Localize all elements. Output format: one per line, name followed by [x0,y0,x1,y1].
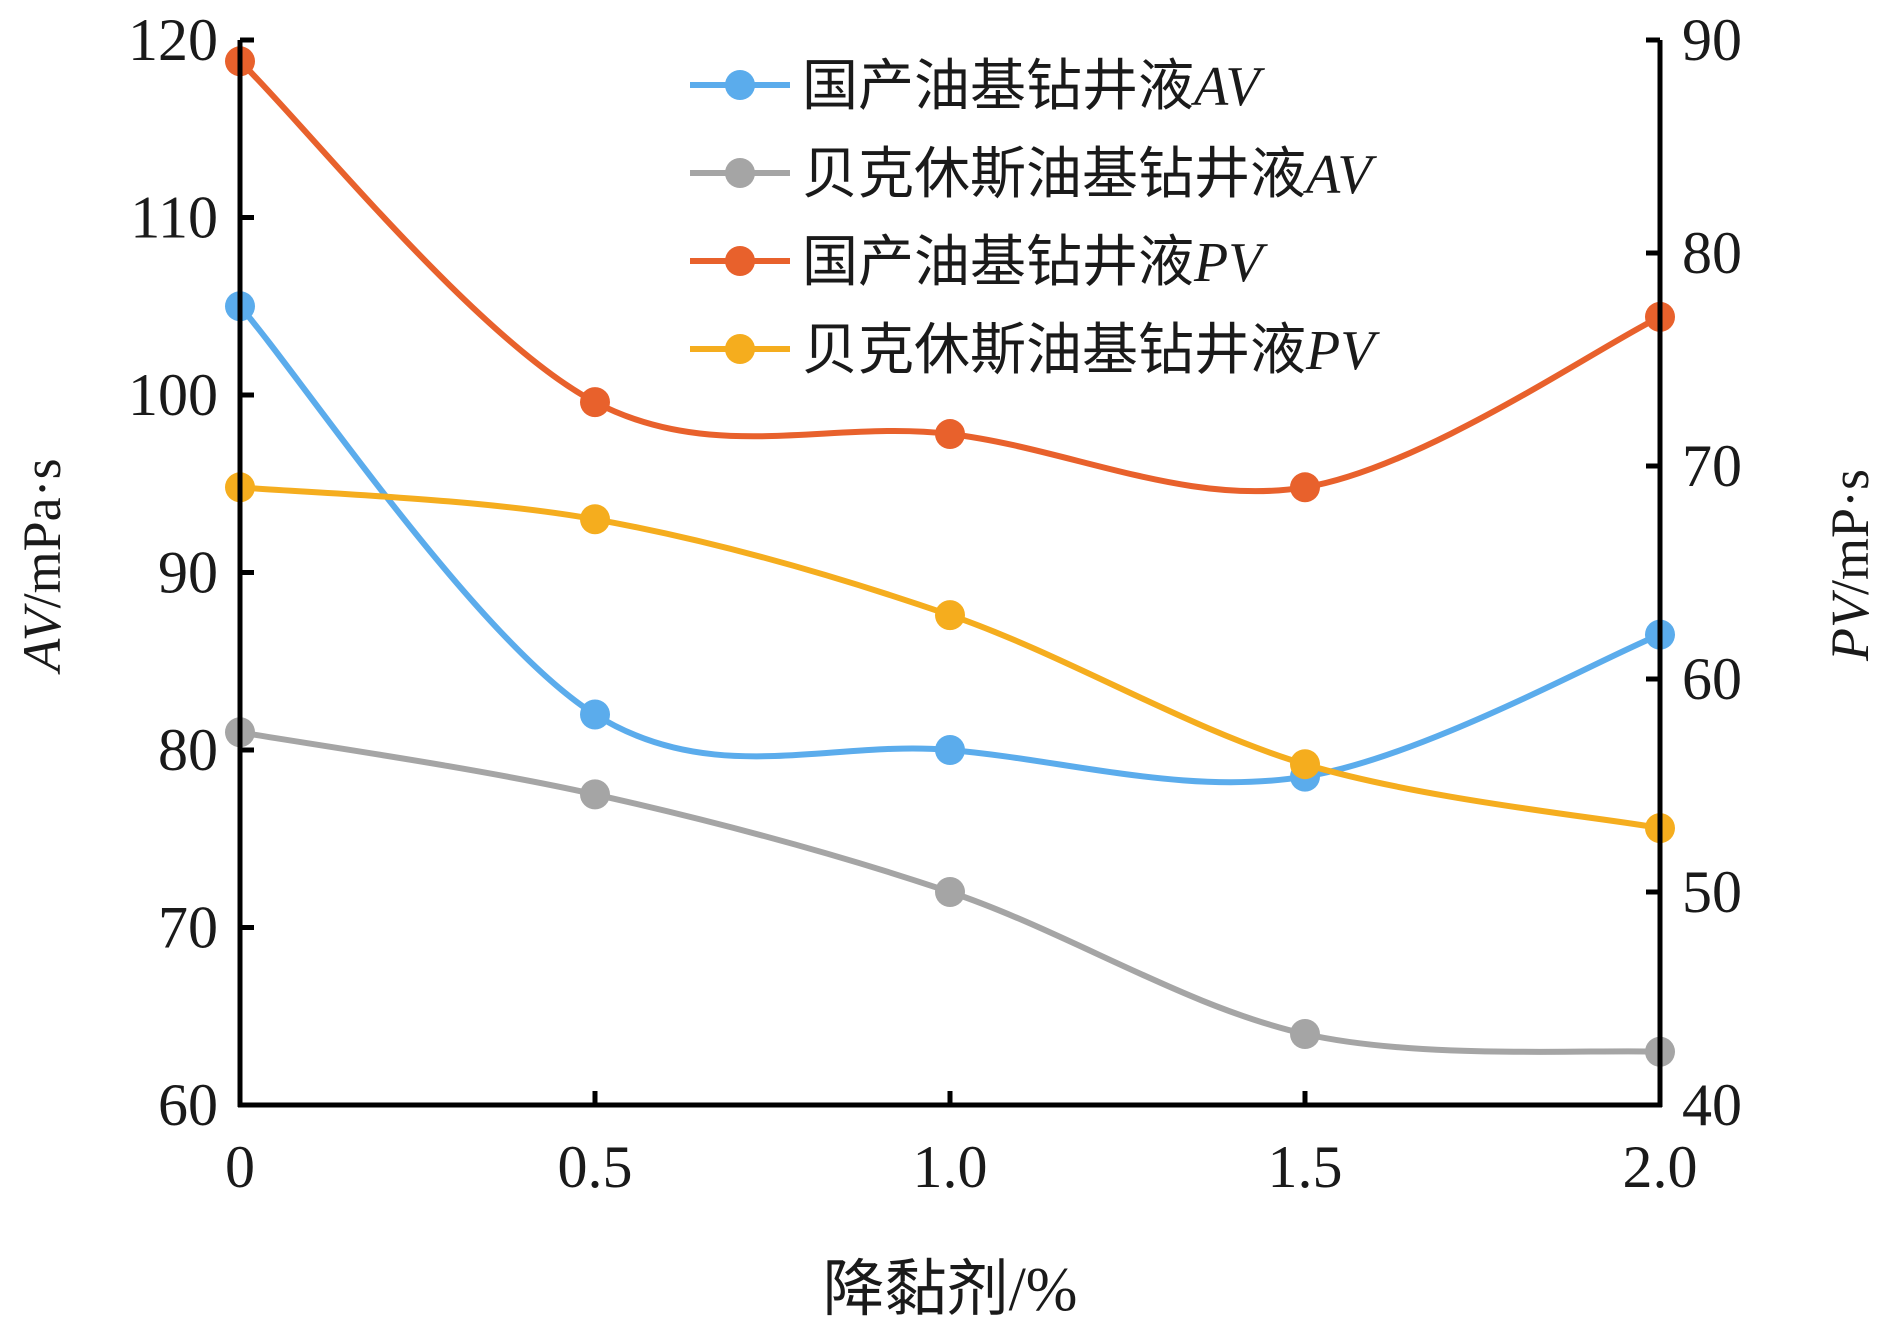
legend-marker [725,246,755,276]
axes-layer: 60 70 80 90 100 110 120 40 50 60 70 80 90 0 0.5 1.0 1.5 2… [128,7,1742,1200]
y-axis-left-label-italic: AV [12,602,72,674]
y-left-tick-label: 100 [128,362,218,428]
legend-marker [725,70,755,100]
x-tick-label: 1.0 [913,1134,988,1200]
series-3-point [580,387,610,418]
y-axis-left-label-unit: /mPa·s [12,458,72,608]
y-left-tick-label: 120 [128,7,218,73]
legend-marker [725,334,755,364]
series-3-point [935,419,965,450]
x-axis-label: 降黏剂/% [823,1256,1078,1324]
series-2-point [1290,1019,1320,1049]
y-right-tick-label: 40 [1682,1072,1742,1138]
y-left-tick-label: 110 [130,185,218,251]
x-tick-label: 2.0 [1623,1134,1698,1200]
series-1-line [237,303,1663,786]
series-4-point [580,504,610,535]
y-axis-right-label-unit: /mP·s [1820,469,1880,595]
legend-label-suffix: PV [1305,320,1380,382]
legend-label: 贝克休斯油基钻井液AV [802,144,1377,206]
y-right-tick-label: 70 [1682,433,1742,499]
legend-label-suffix: AV [1190,56,1265,118]
legend-label-main: 国产油基钻井液 [802,56,1194,118]
y-right-tick-label: 80 [1682,220,1742,286]
y-axis-left-label: AV/mPa·s [12,458,72,674]
legend-label-main: 贝克休斯油基钻井液 [802,320,1306,382]
y-left-tick-label: 70 [158,895,218,961]
series-1-point [580,699,610,730]
legend-label-main: 贝克休斯油基钻井液 [802,144,1306,206]
series-1-point [935,735,965,765]
y-right-tick-label: 50 [1682,859,1742,925]
legend-label-main: 国产油基钻井液 [802,232,1194,294]
series-2-point [580,779,610,810]
legend-label: 国产油基钻井液PV [802,232,1268,294]
x-tick-label: 1.5 [1268,1134,1343,1200]
y-axis-right-label-italic: PV [1820,589,1880,662]
series-4-point [1290,749,1320,780]
series-3-point [1290,472,1320,503]
y-axis-right-label: PV/mP·s [1820,469,1880,662]
x-tick-label: 0 [225,1134,255,1200]
legend-label: 贝克休斯油基钻井液PV [802,320,1380,382]
series-layer [225,46,1675,1067]
y-right-tick-label: 90 [1682,7,1742,73]
legend-marker [725,158,755,188]
x-tick-label: 0.5 [558,1134,633,1200]
y-left-tick-label: 60 [158,1072,218,1138]
legend-label-suffix: PV [1193,232,1268,294]
series-4-point [935,600,965,631]
y-right-tick-label: 60 [1682,646,1742,712]
series-2-point [935,877,965,907]
y-left-tick-label: 90 [158,540,218,606]
legend-label-suffix: AV [1302,144,1377,206]
series-4-line [237,484,1663,832]
legend-label: 国产油基钻井液AV [802,56,1265,118]
y-left-tick-label: 80 [158,717,218,783]
